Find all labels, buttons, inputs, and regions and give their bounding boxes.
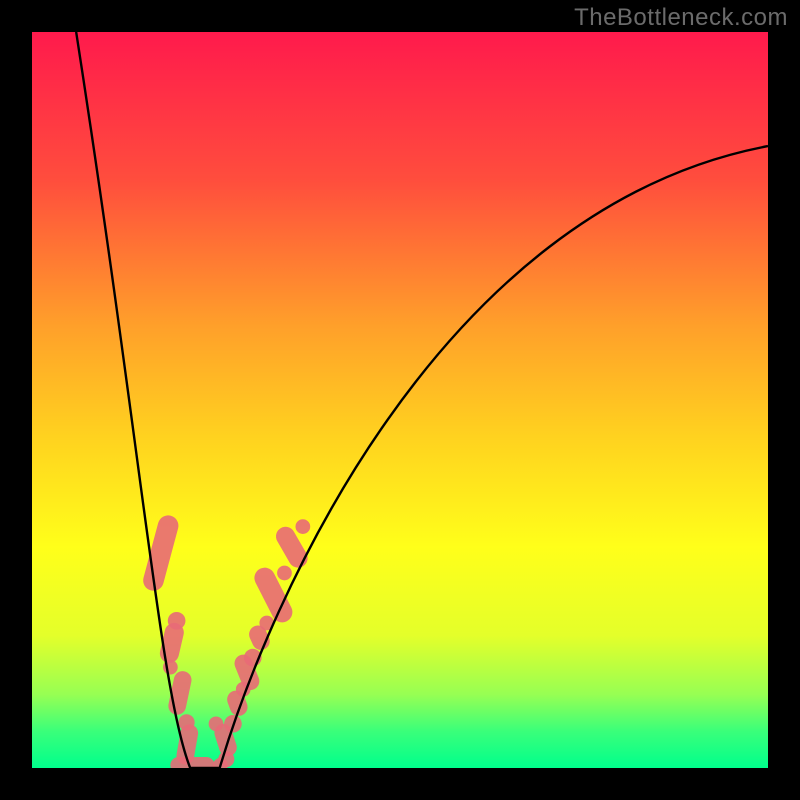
bead-dot <box>295 519 310 534</box>
bead-dot <box>209 716 224 731</box>
watermark-text: TheBottleneck.com <box>574 4 788 32</box>
plot-gradient-background <box>32 32 768 768</box>
chart-svg <box>0 0 800 800</box>
bead-dot <box>168 612 186 630</box>
bead-dot <box>277 566 292 581</box>
bottleneck-chart: TheBottleneck.com <box>0 0 800 800</box>
bead-dot <box>178 714 194 730</box>
